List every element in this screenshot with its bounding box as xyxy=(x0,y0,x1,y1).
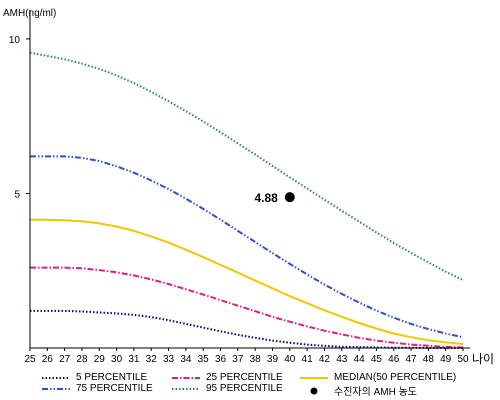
y-axis-ticks: 5 10 xyxy=(9,35,30,200)
x-tick-label: 47 xyxy=(405,354,417,365)
x-tick-label: 49 xyxy=(440,354,452,365)
x-tick-label: 27 xyxy=(59,354,71,365)
x-tick-label: 25 xyxy=(24,354,36,365)
patient-amh-value-label: 4.88 xyxy=(254,191,278,205)
legend-label: 25 PERCENTILE xyxy=(206,372,283,383)
legend: 5 PERCENTILE 75 PERCENTILE 25 PERCENTILE… xyxy=(0,368,500,400)
y-tick-label: 10 xyxy=(9,35,21,46)
x-tick-label: 36 xyxy=(215,354,227,365)
highlight-points: 4.88 xyxy=(254,191,295,205)
legend-swatch xyxy=(300,376,328,379)
legend-swatch xyxy=(42,376,70,379)
x-tick-label: 50 xyxy=(457,354,469,365)
x-tick-label: 42 xyxy=(319,354,331,365)
x-tick-label: 30 xyxy=(111,354,123,365)
x-tick-label: 26 xyxy=(42,354,54,365)
legend-item-patient-amh: 수진자의 AMH 농도 xyxy=(300,383,417,398)
y-tick-label: 5 xyxy=(14,189,20,200)
legend-swatch xyxy=(310,387,318,394)
x-tick-label: 39 xyxy=(267,354,279,365)
x-tick-label: 33 xyxy=(163,354,175,365)
x-tick-label: 28 xyxy=(76,354,88,365)
amh-chart: AMH(ng/ml) 510 4.88 25262728293031323334… xyxy=(3,8,494,366)
x-tick-label: 37 xyxy=(232,354,244,365)
series-lines xyxy=(29,51,464,349)
series-line-median-50-percentile xyxy=(30,218,464,345)
legend-label: 75 PERCENTILE xyxy=(76,383,153,394)
legend-item-95-percentile: 95 PERCENTILE xyxy=(172,383,283,394)
x-tick-label: 44 xyxy=(354,354,366,365)
x-tick-label: 34 xyxy=(180,354,192,365)
legend-label: 5 PERCENTILE xyxy=(76,372,148,383)
x-axis-title: 나이 xyxy=(472,352,494,366)
legend-item-75-percentile: 75 PERCENTILE xyxy=(42,383,153,394)
x-tick-label: 38 xyxy=(250,354,262,365)
legend-swatch xyxy=(172,376,200,379)
series-line-5-percentile xyxy=(30,309,463,349)
x-tick-label: 46 xyxy=(388,354,400,365)
legend-swatch xyxy=(42,387,70,390)
x-tick-label: 32 xyxy=(146,354,158,365)
x-tick-label: 31 xyxy=(128,354,140,365)
x-tick-label: 48 xyxy=(423,354,435,365)
legend-swatch xyxy=(172,387,200,390)
legend-item-median: MEDIAN(50 PERCENTILE) xyxy=(300,372,456,383)
legend-label: MEDIAN(50 PERCENTILE) xyxy=(334,372,457,383)
legend-label: 95 PERCENTILE xyxy=(206,383,283,394)
series-line-25-percentile xyxy=(30,266,464,349)
legend-label: 수진자의 AMH 농도 xyxy=(334,387,417,398)
x-tick-label: 45 xyxy=(371,354,383,365)
x-tick-label: 43 xyxy=(336,354,348,365)
patient-amh-point xyxy=(284,192,295,203)
x-axis-ticks: 25 26 27 28 29 30 31 32 33 34 35 36 37 38 39 40 41 42 43 44… xyxy=(24,348,469,365)
legend-item-25-percentile: 25 PERCENTILE xyxy=(172,372,283,383)
legend-item-5-percentile: 5 PERCENTILE xyxy=(42,372,147,383)
x-tick-label: 35 xyxy=(198,354,210,365)
x-tick-label: 29 xyxy=(94,354,106,365)
x-tick-label: 40 xyxy=(284,354,296,365)
series-line-95-percentile xyxy=(29,51,464,281)
series-line-75-percentile xyxy=(30,155,464,339)
x-tick-label: 41 xyxy=(302,354,314,365)
